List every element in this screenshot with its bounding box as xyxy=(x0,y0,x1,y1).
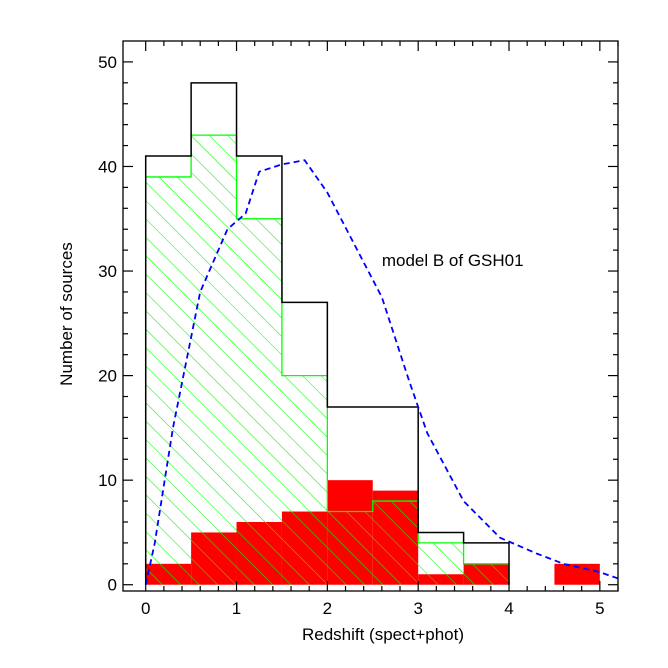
y-tick-label: 40 xyxy=(98,157,117,176)
hatched-bar xyxy=(372,501,419,585)
hatched-bar xyxy=(236,218,282,585)
x-tick-label: 5 xyxy=(595,599,604,618)
x-tick-label: 3 xyxy=(413,599,422,618)
x-tick-label: 2 xyxy=(323,599,332,618)
model-annotation: model B of GSH01 xyxy=(382,251,524,270)
axis-ticks xyxy=(123,41,619,591)
hatched-bar xyxy=(327,511,373,585)
outline-histogram-layer xyxy=(144,82,510,585)
x-tick-label: 1 xyxy=(232,599,241,618)
total-histogram-outline xyxy=(144,82,510,585)
model-curve-layer xyxy=(144,159,618,585)
x-tick-label: 0 xyxy=(141,599,150,618)
hatched-bar xyxy=(281,375,328,585)
x-axis-label: Redshift (spect+phot) xyxy=(302,625,464,644)
y-tick-label: 0 xyxy=(108,576,117,595)
y-tick-label: 30 xyxy=(98,262,117,281)
plot-frame xyxy=(122,40,619,592)
hatched-bar xyxy=(463,563,510,585)
hatched-bar xyxy=(145,176,192,585)
y-tick-label: 50 xyxy=(98,53,117,72)
y-tick-label: 20 xyxy=(98,367,117,386)
x-tick-label: 4 xyxy=(504,599,513,618)
hatched-histogram-layer xyxy=(145,134,510,585)
y-tick-label: 10 xyxy=(98,471,117,490)
hatched-bar xyxy=(418,542,464,585)
y-axis-label: Number of sources xyxy=(57,242,76,386)
hatched-bar xyxy=(191,135,237,585)
model-curve xyxy=(144,159,618,585)
